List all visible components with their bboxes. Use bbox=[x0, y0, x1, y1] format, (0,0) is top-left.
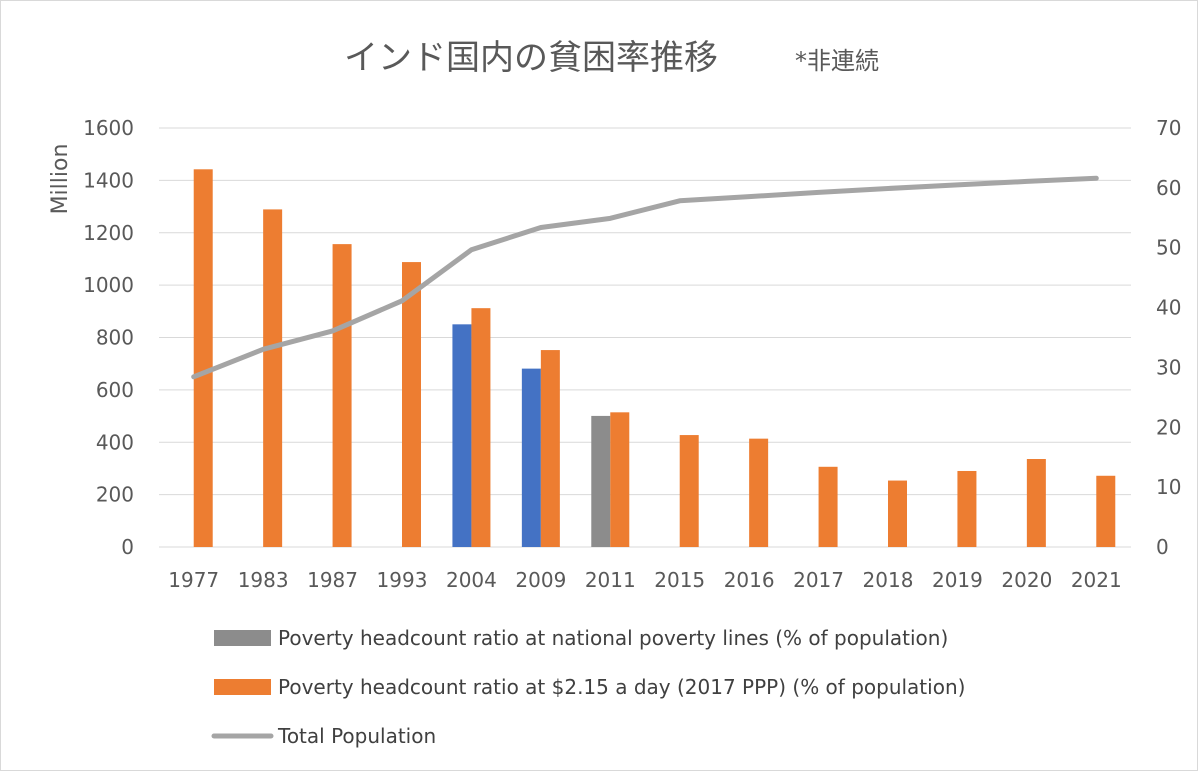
bar-national-poverty bbox=[591, 415, 611, 547]
right-tick-label: 30 bbox=[1156, 355, 1181, 379]
bar-poverty-2-15 bbox=[610, 412, 630, 547]
x-tick-label: 2020 bbox=[1001, 568, 1052, 592]
legend-label: Poverty headcount ratio at national pove… bbox=[278, 626, 948, 650]
x-axis-ticks: 1977 1983 1987 1993 2004 2009 2011 2015 2016 2017… bbox=[168, 568, 1121, 592]
left-axis-ticks: 0 200 400 600 800 1000 1200 1400 1600 bbox=[83, 116, 134, 559]
legend-label: Total Population bbox=[277, 724, 436, 748]
left-tick-label: 400 bbox=[96, 430, 134, 454]
chart-subtitle: *非連続 bbox=[795, 47, 879, 75]
legend-swatch bbox=[214, 679, 271, 695]
legend-label: Poverty headcount ratio at $2.15 a day (… bbox=[278, 675, 965, 699]
x-tick-label: 2015 bbox=[654, 568, 705, 592]
bar-poverty-2-15 bbox=[888, 480, 907, 547]
bar-poverty-2-15 bbox=[749, 438, 769, 547]
bar-poverty-2-15 bbox=[263, 209, 283, 548]
right-axis-ticks: 0 10 20 30 40 50 60 70 bbox=[1156, 116, 1181, 559]
x-tick-label: 2016 bbox=[724, 568, 775, 592]
bars bbox=[193, 169, 1116, 548]
bar-poverty-2-15 bbox=[540, 350, 560, 547]
gridlines bbox=[159, 127, 1131, 548]
left-tick-label: 200 bbox=[96, 483, 134, 507]
right-tick-label: 20 bbox=[1156, 415, 1181, 439]
bar-poverty-2-15 bbox=[679, 435, 699, 547]
bar-national-poverty bbox=[521, 368, 541, 547]
population-line bbox=[191, 175, 1099, 380]
bar-poverty-2-15 bbox=[957, 470, 977, 547]
x-tick-label: 1977 bbox=[168, 568, 219, 592]
x-tick-label: 1993 bbox=[377, 568, 428, 592]
bar-national-poverty bbox=[452, 324, 472, 547]
left-tick-label: 600 bbox=[96, 378, 134, 402]
bar-poverty-2-15 bbox=[402, 262, 421, 547]
right-tick-label: 50 bbox=[1156, 236, 1181, 260]
x-tick-label: 2017 bbox=[793, 568, 844, 592]
left-tick-label: 1000 bbox=[83, 273, 134, 297]
population-line-group bbox=[191, 175, 1099, 380]
bar-poverty-2-15 bbox=[332, 244, 352, 547]
x-tick-label: 2018 bbox=[863, 568, 914, 592]
left-tick-label: 1200 bbox=[83, 221, 134, 245]
right-tick-label: 0 bbox=[1156, 535, 1169, 559]
bar-poverty-2-15 bbox=[818, 466, 838, 547]
bar-poverty-2-15 bbox=[1026, 459, 1046, 547]
left-tick-label: 0 bbox=[121, 535, 134, 559]
x-tick-label: 2011 bbox=[585, 568, 636, 592]
left-tick-label: 800 bbox=[96, 326, 134, 350]
right-tick-label: 60 bbox=[1156, 176, 1181, 200]
x-tick-label: 2004 bbox=[446, 568, 497, 592]
right-tick-label: 70 bbox=[1156, 116, 1181, 140]
legend-swatch bbox=[214, 630, 271, 646]
legend: Poverty headcount ratio at national pove… bbox=[211, 626, 965, 748]
bar-poverty-2-15 bbox=[193, 169, 213, 547]
x-tick-label: 2021 bbox=[1071, 568, 1122, 592]
left-tick-label: 1400 bbox=[83, 168, 134, 192]
x-tick-label: 2009 bbox=[515, 568, 566, 592]
right-tick-label: 10 bbox=[1156, 475, 1181, 499]
x-tick-label: 1987 bbox=[307, 568, 358, 592]
y-axis-title: Million bbox=[48, 144, 73, 215]
bar-poverty-2-15 bbox=[1096, 475, 1116, 547]
x-tick-label: 2019 bbox=[932, 568, 983, 592]
bar-poverty-2-15 bbox=[471, 308, 491, 547]
right-tick-label: 40 bbox=[1156, 296, 1181, 320]
left-tick-label: 1600 bbox=[83, 116, 134, 140]
x-tick-label: 1983 bbox=[238, 568, 289, 592]
chart-title: インド国内の貧困率推移 bbox=[344, 38, 718, 78]
